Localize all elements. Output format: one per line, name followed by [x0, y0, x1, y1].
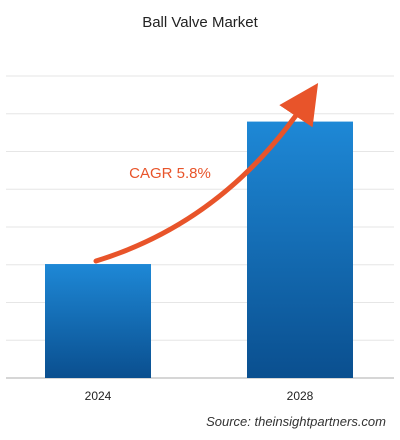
x-tick-label: 2028 [287, 389, 314, 403]
cagr-arrow [93, 82, 319, 264]
bar-2024 [45, 264, 151, 378]
bar-2028 [247, 121, 353, 379]
source-credit: Source: theinsightpartners.com [206, 414, 386, 429]
cagr-annotation: CAGR 5.8% [129, 165, 211, 182]
chart-title: Ball Valve Market [142, 14, 258, 31]
x-tick-label: 2024 [85, 389, 112, 403]
